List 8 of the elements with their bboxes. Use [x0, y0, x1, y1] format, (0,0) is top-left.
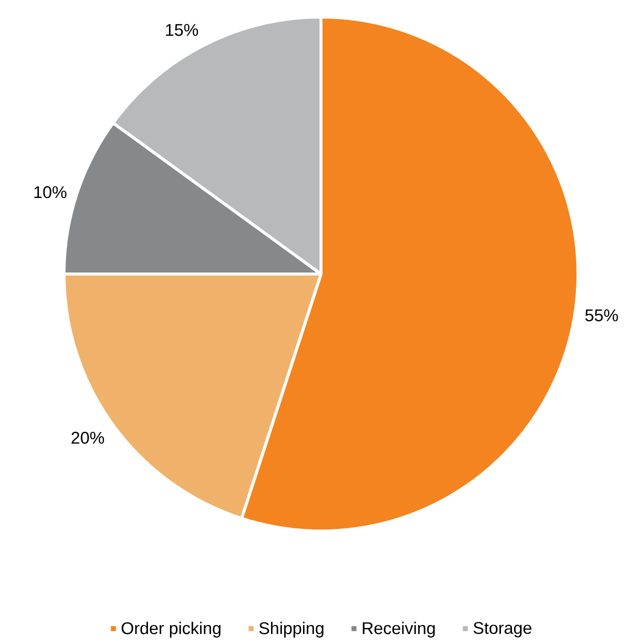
data-label: 10%	[34, 186, 66, 198]
data-label: 15%	[166, 24, 198, 36]
legend-label: Order picking	[122, 622, 220, 638]
legend-label: Storage	[474, 622, 532, 638]
legend-label: Shipping	[259, 622, 324, 638]
legend-label: Receiving	[362, 622, 435, 638]
data-label: 20%	[72, 432, 104, 444]
data-label: 55%	[585, 309, 618, 322]
